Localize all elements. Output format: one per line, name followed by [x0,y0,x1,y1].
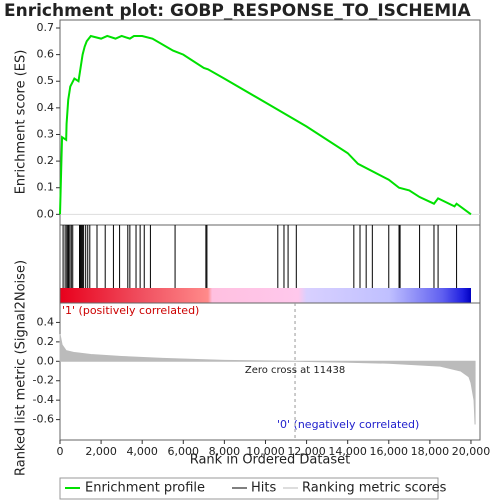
y-axis-label: Enrichment score (ES) [14,50,29,195]
y-tick-label: 0.4 [37,101,55,114]
x-tick-label: 12,000 [287,445,326,458]
plot-frame [59,19,481,304]
y-tick-label: -0.6 [33,413,54,426]
y-tick-label: 0.7 [37,21,55,34]
plot-frame [59,302,481,441]
y-tick-label: 0.0 [37,354,55,367]
neg-label: '0' (negatively correlated) [277,418,419,431]
x-tick-label: 2,000 [85,445,117,458]
legend-label: Enrichment profile [85,481,205,496]
legend-label: Hits [251,481,276,496]
y-tick-label: 0.6 [37,48,55,61]
x-tick-label: 0 [57,445,64,458]
y-tick-label: 0.3 [37,127,55,140]
y-tick-label: 0.1 [37,181,55,194]
x-tick-label: 14,000 [328,445,367,458]
y-tick-label: 0.0 [37,207,55,220]
legend [59,477,439,500]
x-tick-label: 10,000 [246,445,285,458]
x-tick-label: 4,000 [126,445,158,458]
chart-title: Enrichment plot: GOBP_RESPONSE_TO_ISCHEM… [4,1,471,21]
y-tick-label: -0.4 [33,393,54,406]
y-tick-label: 0.5 [37,74,55,87]
pos-label: '1' (positively correlated) [62,304,199,317]
y-tick-label: 0.2 [37,154,55,167]
y-axis-label: Ranked list metric (Signal2Noise) [14,260,29,476]
x-tick-label: 20,000 [452,445,491,458]
x-tick-label: 6,000 [168,445,200,458]
y-tick-label: 0.2 [37,335,55,348]
x-tick-label: 18,000 [411,445,450,458]
es-line [59,34,472,216]
x-axis-label: Rank in Ordered Dataset [190,453,351,468]
annotation: Zero cross at 11438 [245,365,345,376]
metric-area [59,333,476,425]
x-tick-label: 16,000 [370,445,409,458]
y-tick-label: 0.4 [37,315,55,328]
color-bar [60,288,471,303]
y-tick-label: -0.2 [33,374,54,387]
x-tick-label: 8,000 [209,445,241,458]
legend-label: Ranking metric scores [302,481,447,496]
